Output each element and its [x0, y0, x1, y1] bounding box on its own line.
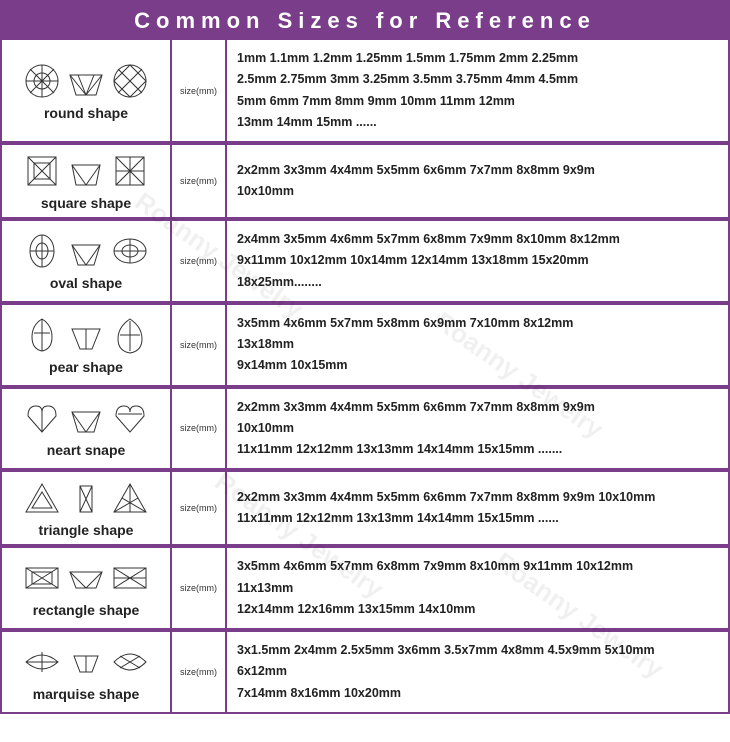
- shape-label: marquise shape: [33, 686, 140, 702]
- sizes-cell: 1mm 1.1mm 1.2mm 1.25mm 1.5mm 1.75mm 2mm …: [227, 40, 728, 141]
- unit-cell: size(mm): [172, 221, 227, 301]
- table-row: oval shape size(mm) 2x4mm 3x5mm 4x6mm 5x7m…: [2, 221, 728, 305]
- size-line: 12x14mm 12x16mm 13x15mm 14x10mm: [237, 599, 718, 620]
- shape-label: neart snape: [47, 442, 126, 458]
- table-row: triangle shape size(mm) 2x2mm 3x3mm 4x4mm …: [2, 472, 728, 548]
- size-line: 9x14mm 10x15mm: [237, 355, 718, 376]
- size-line: 3x1.5mm 2x4mm 2.5x5mm 3x6mm 3.5x7mm 4x8m…: [237, 640, 718, 661]
- unit-cell: size(mm): [172, 305, 227, 385]
- triangle-icon: [22, 478, 150, 518]
- shape-cell: pear shape: [2, 305, 172, 385]
- pear-icon: [22, 315, 150, 355]
- shape-label: pear shape: [49, 359, 123, 375]
- sizes-cell: 3x5mm 4x6mm 5x7mm 6x8mm 7x9mm 8x10mm 9x1…: [227, 548, 728, 628]
- sizes-cell: 2x2mm 3x3mm 4x4mm 5x5mm 6x6mm 7x7mm 8x8m…: [227, 472, 728, 544]
- shape-label: oval shape: [50, 275, 122, 291]
- shape-cell: rectangle shape: [2, 548, 172, 628]
- shape-label: square shape: [41, 195, 131, 211]
- table-row: round shape size(mm) 1mm 1.1mm 1.2mm 1.25m…: [2, 40, 728, 145]
- size-line: 7x14mm 8x16mm 10x20mm: [237, 683, 718, 704]
- shape-cell: square shape: [2, 145, 172, 217]
- size-line: 11x11mm 12x12mm 13x13mm 14x14mm 15x15mm …: [237, 508, 718, 529]
- size-line: 3x5mm 4x6mm 5x7mm 6x8mm 7x9mm 8x10mm 9x1…: [237, 556, 718, 577]
- size-line: 3x5mm 4x6mm 5x7mm 5x8mm 6x9mm 7x10mm 8x1…: [237, 313, 718, 334]
- shape-cell: triangle shape: [2, 472, 172, 544]
- shape-cell: neart snape: [2, 389, 172, 469]
- unit-cell: size(mm): [172, 40, 227, 141]
- size-line: 9x11mm 10x12mm 10x14mm 12x14mm 13x18mm 1…: [237, 250, 718, 271]
- size-line: 6x12mm: [237, 661, 718, 682]
- size-line: 18x25mm........: [237, 272, 718, 293]
- size-line: 11x13mm: [237, 578, 718, 599]
- oval-icon: [22, 231, 150, 271]
- square-icon: [22, 151, 150, 191]
- unit-cell: size(mm): [172, 472, 227, 544]
- table-row: marquise shape size(mm) 3x1.5mm 2x4mm 2.5x…: [2, 632, 728, 712]
- size-line: 2x2mm 3x3mm 4x4mm 5x5mm 6x6mm 7x7mm 8x8m…: [237, 397, 718, 418]
- table-row: pear shape size(mm) 3x5mm 4x6mm 5x7mm 5x8m…: [2, 305, 728, 389]
- shape-cell: marquise shape: [2, 632, 172, 712]
- heart-icon: [22, 398, 150, 438]
- title-bar: Common Sizes for Reference: [2, 2, 728, 40]
- size-line: 5mm 6mm 7mm 8mm 9mm 10mm 11mm 12mm: [237, 91, 718, 112]
- table-row: neart snape size(mm) 2x2mm 3x3mm 4x4mm 5x5…: [2, 389, 728, 473]
- table-body: round shape size(mm) 1mm 1.1mm 1.2mm 1.25m…: [2, 40, 728, 712]
- marquise-icon: [22, 642, 150, 682]
- size-line: 13mm 14mm 15mm ......: [237, 112, 718, 133]
- unit-cell: size(mm): [172, 145, 227, 217]
- sizes-cell: 3x5mm 4x6mm 5x7mm 5x8mm 6x9mm 7x10mm 8x1…: [227, 305, 728, 385]
- size-line: 2.5mm 2.75mm 3mm 3.25mm 3.5mm 3.75mm 4mm…: [237, 69, 718, 90]
- size-line: 11x11mm 12x12mm 13x13mm 14x14mm 15x15mm …: [237, 439, 718, 460]
- size-line: 2x2mm 3x3mm 4x4mm 5x5mm 6x6mm 7x7mm 8x8m…: [237, 160, 718, 181]
- table-row: square shape size(mm) 2x2mm 3x3mm 4x4mm 5x…: [2, 145, 728, 221]
- shape-label: triangle shape: [39, 522, 134, 538]
- size-line: 13x18mm: [237, 334, 718, 355]
- reference-table: Common Sizes for Reference round shape si…: [0, 0, 730, 714]
- sizes-cell: 3x1.5mm 2x4mm 2.5x5mm 3x6mm 3.5x7mm 4x8m…: [227, 632, 728, 712]
- shape-cell: oval shape: [2, 221, 172, 301]
- title-text: Common Sizes for Reference: [134, 8, 596, 33]
- unit-cell: size(mm): [172, 389, 227, 469]
- shape-label: round shape: [44, 105, 128, 121]
- sizes-cell: 2x4mm 3x5mm 4x6mm 5x7mm 6x8mm 7x9mm 8x10…: [227, 221, 728, 301]
- unit-cell: size(mm): [172, 548, 227, 628]
- size-line: 2x4mm 3x5mm 4x6mm 5x7mm 6x8mm 7x9mm 8x10…: [237, 229, 718, 250]
- table-row: rectangle shape size(mm) 3x5mm 4x6mm 5x7mm…: [2, 548, 728, 632]
- shape-cell: round shape: [2, 40, 172, 141]
- size-line: 10x10mm: [237, 181, 718, 202]
- size-line: 2x2mm 3x3mm 4x4mm 5x5mm 6x6mm 7x7mm 8x8m…: [237, 487, 718, 508]
- round-icon: [22, 61, 150, 101]
- size-line: 1mm 1.1mm 1.2mm 1.25mm 1.5mm 1.75mm 2mm …: [237, 48, 718, 69]
- size-line: 10x10mm: [237, 418, 718, 439]
- unit-cell: size(mm): [172, 632, 227, 712]
- rectangle-icon: [22, 558, 150, 598]
- sizes-cell: 2x2mm 3x3mm 4x4mm 5x5mm 6x6mm 7x7mm 8x8m…: [227, 389, 728, 469]
- sizes-cell: 2x2mm 3x3mm 4x4mm 5x5mm 6x6mm 7x7mm 8x8m…: [227, 145, 728, 217]
- shape-label: rectangle shape: [33, 602, 140, 618]
